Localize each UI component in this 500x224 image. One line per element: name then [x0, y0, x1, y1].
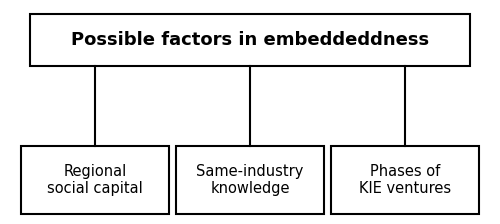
- Text: Possible factors in embeddeddness: Possible factors in embeddeddness: [71, 31, 429, 49]
- Bar: [331, 146, 479, 214]
- Text: Phases of
KIE ventures: Phases of KIE ventures: [359, 164, 451, 196]
- Bar: [21, 146, 169, 214]
- Text: Regional
social capital: Regional social capital: [47, 164, 143, 196]
- Bar: [176, 146, 324, 214]
- Bar: [30, 14, 470, 66]
- Text: Same-industry
knowledge: Same-industry knowledge: [196, 164, 304, 196]
